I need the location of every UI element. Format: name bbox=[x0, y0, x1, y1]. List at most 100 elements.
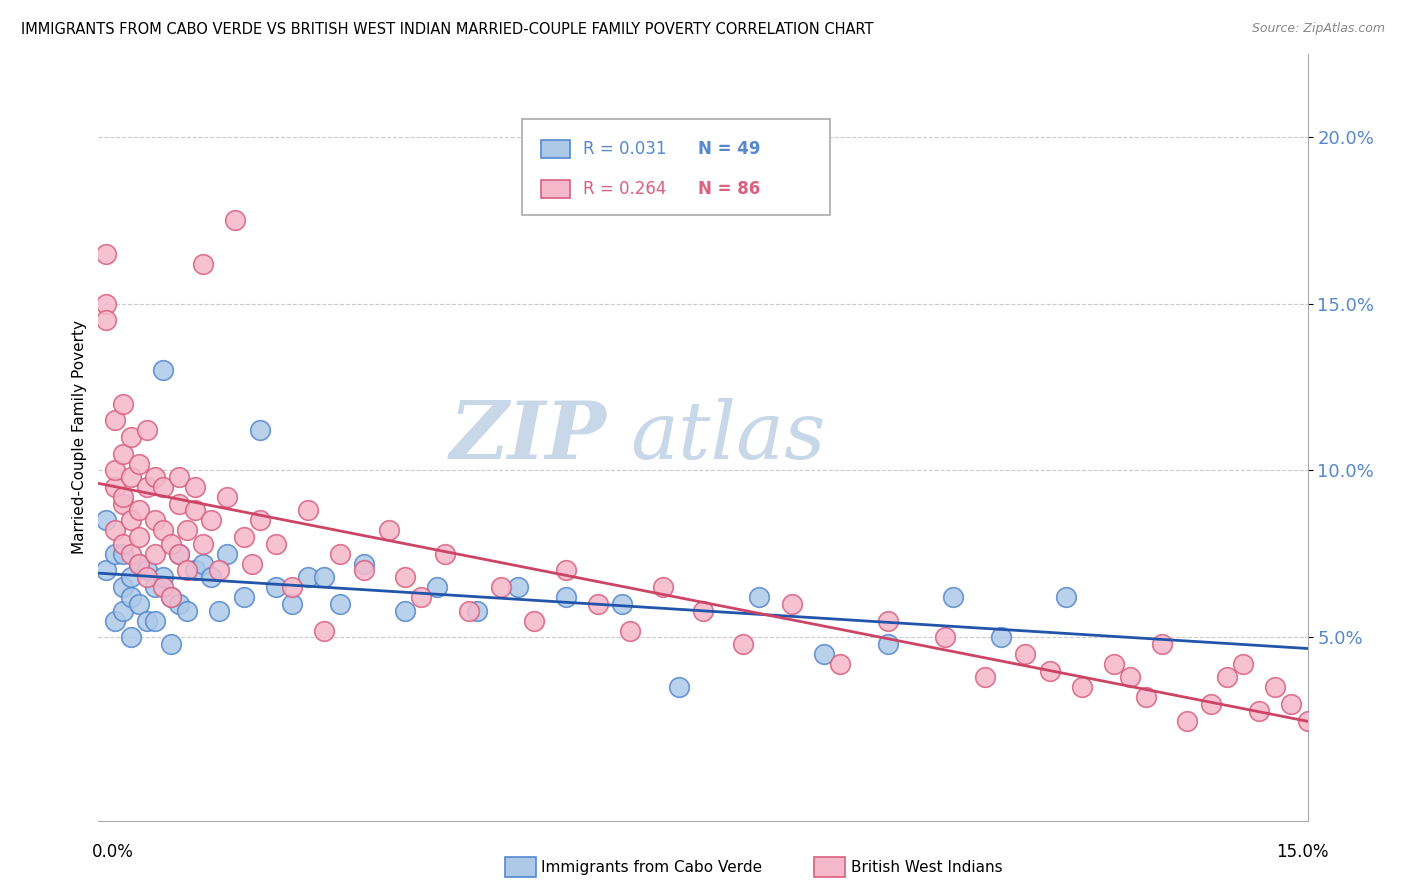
Point bbox=[120, 513, 142, 527]
Point bbox=[314, 570, 336, 584]
Point bbox=[184, 503, 207, 517]
Point bbox=[135, 424, 157, 438]
Point bbox=[465, 603, 488, 617]
Point bbox=[1264, 680, 1286, 694]
Point bbox=[264, 537, 287, 551]
Point bbox=[297, 570, 319, 584]
Point bbox=[103, 463, 125, 477]
Point bbox=[1296, 714, 1319, 728]
Point bbox=[152, 524, 174, 538]
Point bbox=[160, 537, 183, 551]
Point bbox=[111, 490, 134, 504]
Point bbox=[314, 624, 336, 638]
Point bbox=[586, 597, 609, 611]
Point bbox=[184, 564, 207, 578]
Point bbox=[1054, 590, 1077, 604]
Point bbox=[1014, 647, 1036, 661]
Point bbox=[1119, 670, 1142, 684]
Point bbox=[152, 363, 174, 377]
Point bbox=[143, 580, 166, 594]
Point bbox=[111, 547, 134, 561]
Point bbox=[877, 637, 900, 651]
Text: Immigrants from Cabo Verde: Immigrants from Cabo Verde bbox=[541, 860, 762, 874]
Point bbox=[434, 547, 457, 561]
Point bbox=[152, 580, 174, 594]
Point bbox=[692, 603, 714, 617]
FancyBboxPatch shape bbox=[541, 140, 569, 158]
Point bbox=[135, 564, 157, 578]
Text: R = 0.031: R = 0.031 bbox=[583, 140, 666, 158]
Point bbox=[232, 590, 254, 604]
Point bbox=[111, 603, 134, 617]
Point bbox=[176, 603, 198, 617]
Point bbox=[135, 480, 157, 494]
Point bbox=[143, 547, 166, 561]
Point bbox=[1232, 657, 1254, 671]
Point bbox=[120, 590, 142, 604]
Point bbox=[1249, 704, 1271, 718]
Point bbox=[555, 590, 578, 604]
Point bbox=[240, 557, 263, 571]
Point bbox=[152, 480, 174, 494]
Text: N = 49: N = 49 bbox=[699, 140, 761, 158]
Point bbox=[120, 570, 142, 584]
Point bbox=[651, 580, 673, 594]
Point bbox=[96, 564, 118, 578]
Point bbox=[1135, 690, 1157, 705]
Point bbox=[111, 537, 134, 551]
Text: ZIP: ZIP bbox=[450, 399, 606, 475]
Point bbox=[96, 313, 118, 327]
Text: 15.0%: 15.0% bbox=[1277, 843, 1329, 861]
Point bbox=[619, 624, 641, 638]
Point bbox=[208, 603, 231, 617]
Point bbox=[193, 257, 215, 271]
Text: British West Indians: British West Indians bbox=[851, 860, 1002, 874]
Point bbox=[135, 614, 157, 628]
Point bbox=[1102, 657, 1125, 671]
Point bbox=[143, 513, 166, 527]
Point bbox=[426, 580, 449, 594]
Point bbox=[103, 614, 125, 628]
Point bbox=[120, 470, 142, 484]
Point bbox=[111, 397, 134, 411]
Point bbox=[96, 513, 118, 527]
Point bbox=[200, 513, 222, 527]
Point bbox=[232, 530, 254, 544]
Point bbox=[506, 580, 529, 594]
Point bbox=[160, 590, 183, 604]
Point bbox=[668, 680, 690, 694]
Point bbox=[167, 470, 190, 484]
Point bbox=[135, 570, 157, 584]
Point bbox=[167, 497, 190, 511]
Point bbox=[394, 603, 416, 617]
Point bbox=[813, 647, 835, 661]
Point bbox=[193, 537, 215, 551]
Point bbox=[167, 547, 190, 561]
Point bbox=[974, 670, 997, 684]
Point bbox=[103, 480, 125, 494]
Text: atlas: atlas bbox=[630, 399, 825, 475]
Point bbox=[96, 296, 118, 310]
Point bbox=[193, 557, 215, 571]
Point bbox=[103, 413, 125, 427]
Point bbox=[394, 570, 416, 584]
Point bbox=[264, 580, 287, 594]
Point bbox=[491, 580, 513, 594]
Point bbox=[120, 547, 142, 561]
Point bbox=[111, 447, 134, 461]
Point bbox=[1199, 697, 1222, 711]
Point bbox=[458, 603, 481, 617]
Point bbox=[128, 557, 150, 571]
Point bbox=[128, 457, 150, 471]
Point bbox=[143, 614, 166, 628]
Point bbox=[353, 557, 375, 571]
Point bbox=[990, 630, 1012, 644]
Point bbox=[377, 524, 399, 538]
Point bbox=[111, 580, 134, 594]
Point bbox=[224, 213, 246, 227]
Point bbox=[128, 557, 150, 571]
Point bbox=[733, 637, 755, 651]
Point bbox=[353, 564, 375, 578]
Point bbox=[167, 597, 190, 611]
Point bbox=[152, 570, 174, 584]
